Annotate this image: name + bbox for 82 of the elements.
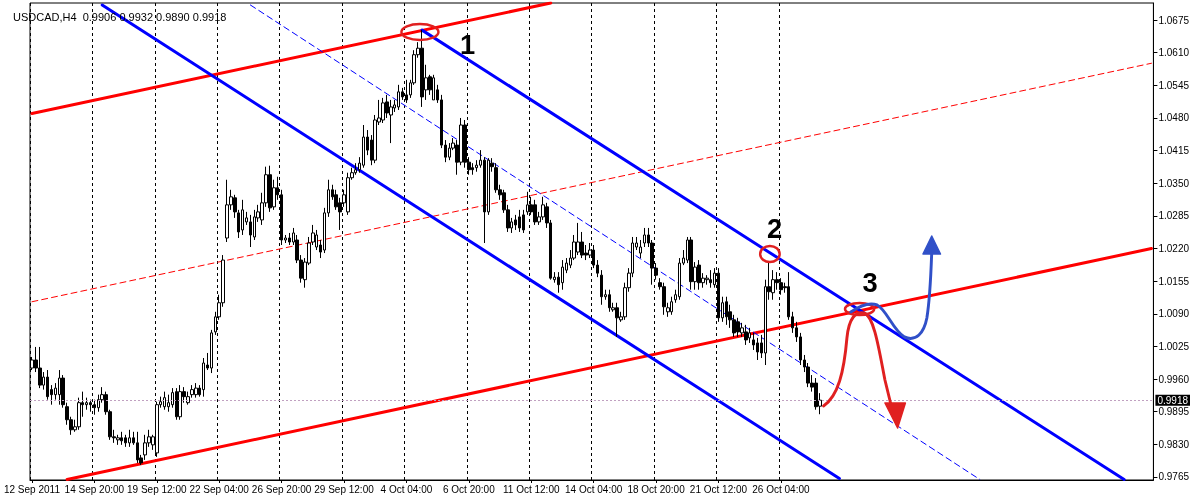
candlestick bbox=[748, 327, 751, 344]
candlestick bbox=[128, 429, 131, 448]
candlestick bbox=[533, 199, 537, 226]
x-tick-label: 29 Sep 12:00 bbox=[314, 483, 375, 495]
candlestick bbox=[194, 382, 198, 399]
y-tick-label: 1.0480 bbox=[1158, 112, 1190, 124]
y-tick-label: 1.0415 bbox=[1158, 145, 1190, 157]
y-tick-label: 1.0090 bbox=[1158, 308, 1190, 320]
candlestick bbox=[346, 172, 350, 216]
candlestick bbox=[561, 259, 564, 291]
text: USDCAD,H4 0.9906 0.9932 0.9890 0.9918 bbox=[13, 10, 227, 23]
candlestick bbox=[175, 387, 178, 421]
x-tick-label: 18 Oct 20:00 bbox=[627, 483, 686, 495]
candlestick bbox=[756, 337, 759, 361]
candlestick bbox=[814, 377, 818, 411]
y-tick-label: 0.9765 bbox=[1158, 471, 1190, 483]
candlestick bbox=[514, 214, 517, 231]
y-tick-label: 0.9830 bbox=[1158, 438, 1190, 450]
candlestick bbox=[178, 384, 182, 421]
candlestick bbox=[432, 74, 435, 101]
candlestick bbox=[202, 357, 205, 398]
x-tick-label: 22 Sep 04:00 bbox=[189, 483, 250, 495]
candlestick bbox=[725, 296, 728, 326]
y-tick-label: 1.0545 bbox=[1158, 79, 1190, 91]
candlestick bbox=[288, 232, 291, 246]
candlestick bbox=[643, 227, 646, 248]
candlestick bbox=[576, 222, 580, 256]
y-tick-label: 1.0350 bbox=[1158, 177, 1190, 189]
candlestick bbox=[120, 431, 123, 446]
candlestick bbox=[124, 434, 127, 448]
candlestick bbox=[709, 269, 712, 289]
y-tick-label: 1.0675 bbox=[1158, 14, 1190, 26]
x-tick-label: 11 Oct 12:00 bbox=[502, 483, 560, 495]
candlestick bbox=[522, 209, 525, 234]
x-tick-label: 14 Sep 20:00 bbox=[64, 483, 125, 495]
y-tick-label: 1.0025 bbox=[1158, 340, 1190, 352]
x-tick-label: 6 Oct 20:00 bbox=[442, 483, 496, 495]
candlestick bbox=[736, 317, 740, 338]
candlestick bbox=[662, 282, 666, 316]
y-tick-label: 1.0220 bbox=[1158, 243, 1190, 255]
candlestick bbox=[143, 434, 147, 461]
x-tick-label: 19 Sep 12:00 bbox=[127, 483, 187, 495]
candlestick bbox=[397, 84, 400, 111]
candlestick bbox=[639, 239, 642, 259]
candlestick bbox=[225, 179, 229, 243]
candlestick bbox=[249, 214, 252, 248]
x-tick-label: 26 Sep 20:00 bbox=[251, 483, 312, 495]
candlestick bbox=[670, 296, 673, 316]
x-tick-label: 26 Oct 04:00 bbox=[752, 483, 810, 495]
y-tick-label: 1.0610 bbox=[1158, 47, 1190, 59]
candlestick bbox=[697, 259, 701, 291]
candlestick bbox=[268, 165, 272, 213]
candlestick bbox=[744, 324, 748, 346]
y-tick-label: 1.0285 bbox=[1158, 210, 1190, 222]
candlestick bbox=[136, 431, 139, 464]
candlestick bbox=[46, 369, 49, 401]
candlestick bbox=[608, 289, 611, 313]
candlestick bbox=[362, 124, 365, 169]
candlestick bbox=[163, 391, 166, 411]
candlestick bbox=[705, 274, 709, 286]
annotation: 2 bbox=[766, 212, 783, 245]
candlestick bbox=[600, 269, 603, 306]
candlestick bbox=[389, 99, 393, 144]
candlestick bbox=[448, 142, 451, 161]
candlestick bbox=[38, 346, 42, 389]
annotation: 3 bbox=[862, 266, 878, 299]
x-tick-label: 14 Oct 04:00 bbox=[565, 483, 623, 495]
candlestick bbox=[58, 369, 61, 406]
x-tick-label: 4 Oct 04:00 bbox=[380, 483, 433, 495]
candlestick bbox=[241, 199, 244, 236]
candlestick bbox=[420, 29, 424, 108]
candlestick bbox=[615, 302, 619, 338]
candlestick bbox=[689, 236, 693, 291]
candlestick bbox=[518, 209, 521, 233]
ref-line-label: 0.9918 bbox=[1157, 394, 1189, 406]
candlestick bbox=[381, 97, 385, 124]
y-tick-label: 1.0155 bbox=[1158, 275, 1190, 287]
y-tick-label: 0.9960 bbox=[1158, 373, 1190, 385]
candlestick bbox=[116, 434, 120, 446]
x-tick-label: 12 Sep 2011 bbox=[3, 483, 61, 495]
y-tick-label: 0.9895 bbox=[1158, 406, 1190, 418]
x-tick-label: 21 Oct 12:00 bbox=[689, 483, 748, 495]
